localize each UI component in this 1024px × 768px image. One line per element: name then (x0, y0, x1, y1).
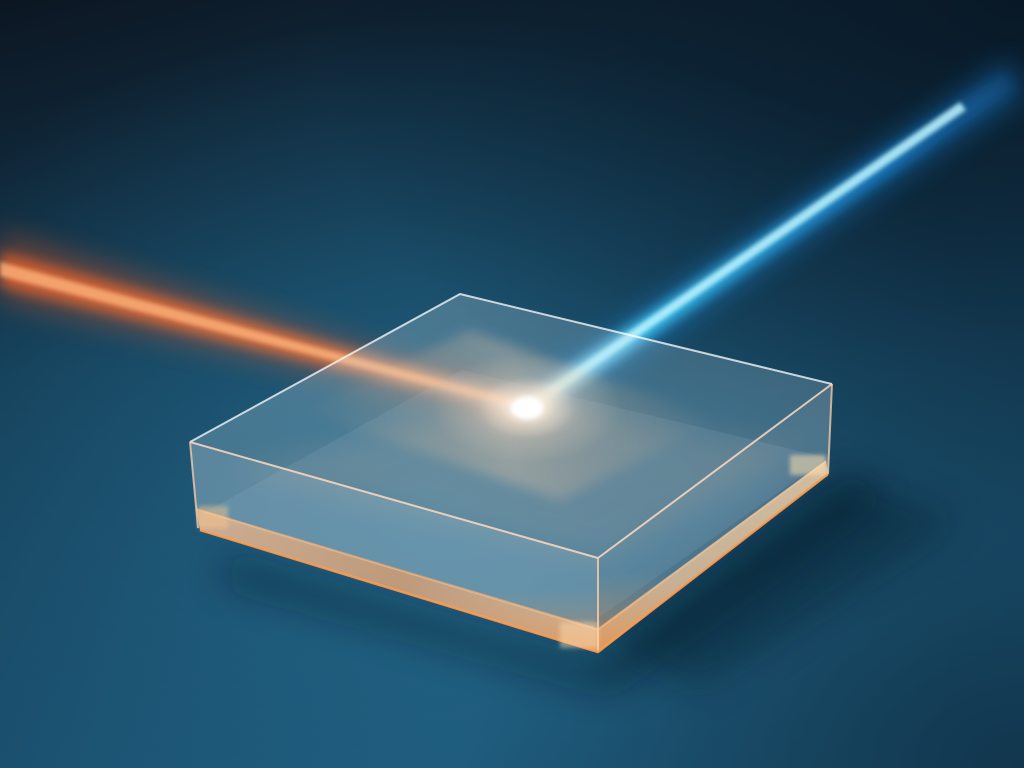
slab-base-glints (198, 455, 826, 648)
slab-shadow (220, 470, 960, 690)
light-impact-flare (432, 353, 622, 463)
blue-laser-beam (515, 60, 1024, 418)
